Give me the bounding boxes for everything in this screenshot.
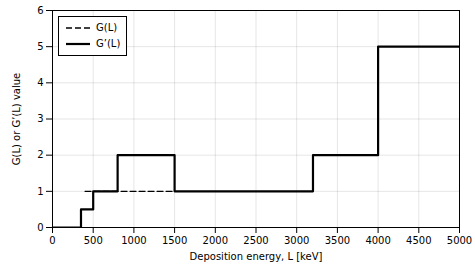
svg-text:4500: 4500 bbox=[406, 235, 431, 246]
svg-text:4000: 4000 bbox=[365, 235, 390, 246]
svg-text:500: 500 bbox=[84, 235, 103, 246]
svg-text:1: 1 bbox=[37, 186, 43, 197]
svg-text:3000: 3000 bbox=[284, 235, 309, 246]
html-text:G(L): G(L) bbox=[96, 22, 118, 33]
svg-text:0: 0 bbox=[49, 235, 55, 246]
svg-text:0: 0 bbox=[37, 222, 43, 233]
svg-text:1000: 1000 bbox=[121, 235, 146, 246]
svg-text:Deposition energy, L [keV]: Deposition energy, L [keV] bbox=[190, 251, 323, 262]
svg-text:6: 6 bbox=[37, 5, 43, 16]
svg-text:4: 4 bbox=[37, 77, 43, 88]
svg-text:5000: 5000 bbox=[447, 235, 472, 246]
svg-text:2000: 2000 bbox=[203, 235, 228, 246]
svg-text:3: 3 bbox=[37, 113, 43, 124]
svg-text:1500: 1500 bbox=[162, 235, 187, 246]
html-text:G’(L): G’(L) bbox=[96, 38, 121, 49]
svg-text:2500: 2500 bbox=[243, 235, 268, 246]
svg-text:5: 5 bbox=[37, 41, 43, 52]
svg-text:G(L) or G’(L) value: G(L) or G’(L) value bbox=[11, 73, 22, 166]
svg-text:3500: 3500 bbox=[325, 235, 350, 246]
svg-text:2: 2 bbox=[37, 149, 43, 160]
